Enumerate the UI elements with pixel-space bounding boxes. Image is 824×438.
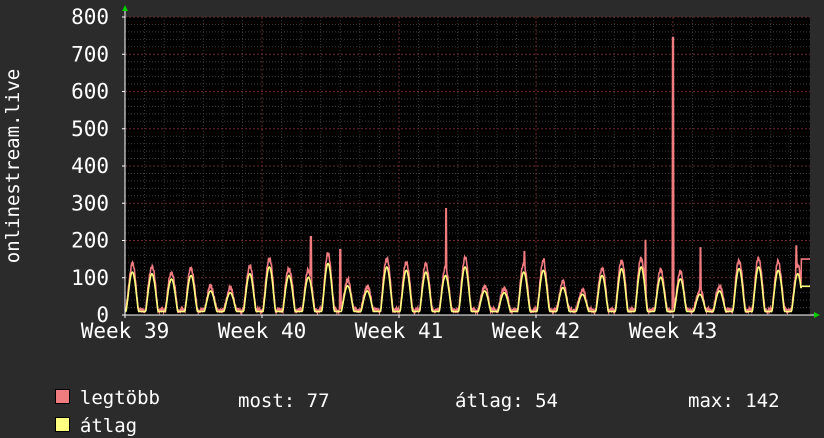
y-tick-label: 700 (71, 42, 109, 66)
y-axis-arrow (122, 5, 128, 11)
x-tick-label: Week 41 (355, 319, 444, 343)
x-tick-label: Week 39 (81, 319, 170, 343)
x-axis-arrow (814, 312, 820, 318)
legend-item-avg: átlag (32, 390, 137, 438)
x-tick-label: Week 43 (629, 319, 718, 343)
legend-item-max: legtöbb (32, 362, 160, 410)
x-tick-label: Week 42 (492, 319, 581, 343)
axes: 0 100 200 300 400 500 600 700 800 Week 39 Week 40 W… (71, 5, 820, 343)
stat-now: most: 77 (238, 390, 330, 412)
series-avg-line (125, 262, 810, 313)
y-tick-label: 800 (71, 5, 109, 29)
legend-swatch-max (54, 389, 70, 404)
y-tick-label: 400 (71, 154, 109, 178)
y-tick-label: 500 (71, 117, 109, 141)
y-tick-label: 200 (71, 229, 109, 253)
series (124, 36, 810, 316)
y-axis-label: onlinestream.live (2, 69, 24, 263)
y-tick-label: 600 (71, 80, 109, 104)
legend-label-max: legtöbb (79, 387, 160, 409)
x-tick-label: Week 40 (218, 319, 307, 343)
legend-label-avg: átlag (79, 415, 138, 437)
y-tick-label: 0 (96, 303, 109, 327)
y-tick-label: 100 (71, 266, 109, 290)
y-tick-label: 300 (71, 191, 109, 215)
stat-max: max: 142 (688, 390, 780, 412)
stat-average: átlag: 54 (455, 390, 558, 412)
